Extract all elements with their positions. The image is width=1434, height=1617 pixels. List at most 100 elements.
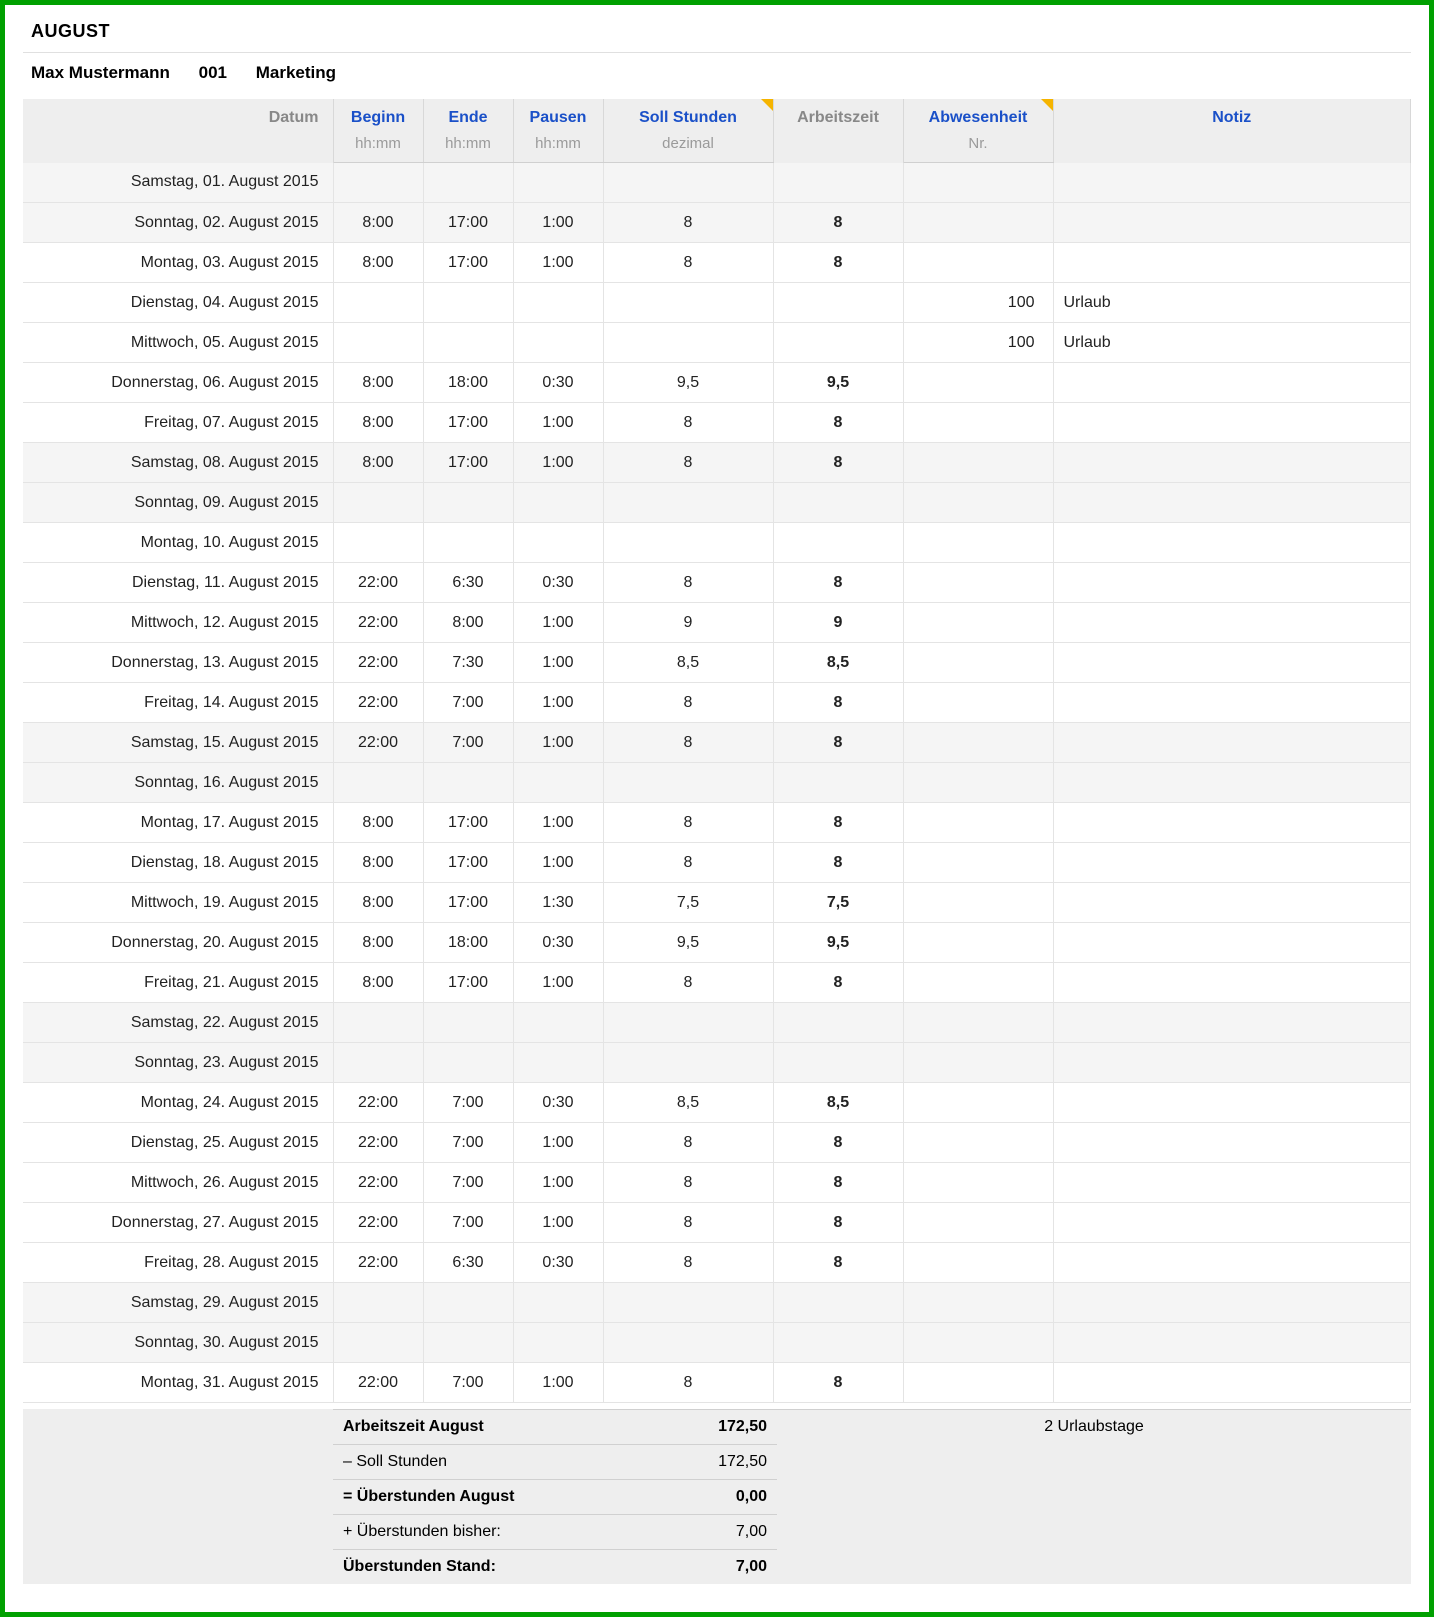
cell-arbeitszeit bbox=[773, 1003, 903, 1043]
cell-arbeitszeit: 9,5 bbox=[773, 923, 903, 963]
cell-date: Dienstag, 04. August 2015 bbox=[23, 283, 333, 323]
table-row: Mittwoch, 05. August 2015100Urlaub bbox=[23, 323, 1411, 363]
cell-arbeitszeit bbox=[773, 523, 903, 563]
th-datum: Datum bbox=[23, 99, 333, 163]
cell-ende bbox=[423, 1323, 513, 1363]
cell-soll: 9,5 bbox=[603, 363, 773, 403]
cell-abwesenheit bbox=[903, 1163, 1053, 1203]
cell-notiz bbox=[1053, 1003, 1411, 1043]
employee-dept: Marketing bbox=[256, 63, 336, 82]
triangle-icon bbox=[1041, 99, 1053, 111]
sum-arbeitszeit-value: 172,50 bbox=[677, 1418, 767, 1436]
month-title: AUGUST bbox=[31, 21, 1411, 42]
cell-soll bbox=[603, 323, 773, 363]
cell-pausen: 1:00 bbox=[513, 963, 603, 1003]
cell-date: Sonntag, 23. August 2015 bbox=[23, 1043, 333, 1083]
cell-beginn: 22:00 bbox=[333, 1203, 423, 1243]
cell-pausen: 1:30 bbox=[513, 883, 603, 923]
cell-abwesenheit bbox=[903, 923, 1053, 963]
cell-arbeitszeit: 8 bbox=[773, 403, 903, 443]
cell-beginn: 8:00 bbox=[333, 203, 423, 243]
cell-notiz bbox=[1053, 923, 1411, 963]
cell-abwesenheit bbox=[903, 883, 1053, 923]
table-row: Samstag, 01. August 2015 bbox=[23, 163, 1411, 203]
cell-soll: 8 bbox=[603, 1203, 773, 1243]
cell-beginn: 8:00 bbox=[333, 883, 423, 923]
cell-beginn: 8:00 bbox=[333, 243, 423, 283]
cell-pausen: 1:00 bbox=[513, 643, 603, 683]
cell-date: Montag, 31. August 2015 bbox=[23, 1363, 333, 1403]
cell-beginn: 8:00 bbox=[333, 403, 423, 443]
cell-beginn bbox=[333, 323, 423, 363]
table-row: Dienstag, 04. August 2015100Urlaub bbox=[23, 283, 1411, 323]
cell-abwesenheit bbox=[903, 843, 1053, 883]
cell-notiz bbox=[1053, 403, 1411, 443]
cell-beginn: 8:00 bbox=[333, 843, 423, 883]
cell-abwesenheit bbox=[903, 803, 1053, 843]
table-row: Montag, 31. August 201522:007:001:0088 bbox=[23, 1363, 1411, 1403]
cell-date: Dienstag, 25. August 2015 bbox=[23, 1123, 333, 1163]
cell-pausen bbox=[513, 1323, 603, 1363]
table-row: Mittwoch, 12. August 201522:008:001:0099 bbox=[23, 603, 1411, 643]
cell-pausen: 0:30 bbox=[513, 923, 603, 963]
cell-soll: 9 bbox=[603, 603, 773, 643]
summary-calc: Arbeitszeit August 172,50 – Soll Stunden… bbox=[333, 1409, 777, 1584]
cell-beginn bbox=[333, 1043, 423, 1083]
table-row: Freitag, 28. August 201522:006:300:3088 bbox=[23, 1243, 1411, 1283]
cell-notiz bbox=[1053, 483, 1411, 523]
sum-ueberstunden-bisher-value: 7,00 bbox=[677, 1523, 767, 1541]
cell-beginn: 22:00 bbox=[333, 643, 423, 683]
table-row: Mittwoch, 19. August 20158:0017:001:307,… bbox=[23, 883, 1411, 923]
cell-beginn: 22:00 bbox=[333, 723, 423, 763]
cell-pausen bbox=[513, 283, 603, 323]
cell-arbeitszeit: 8,5 bbox=[773, 643, 903, 683]
cell-date: Sonntag, 02. August 2015 bbox=[23, 203, 333, 243]
cell-soll: 8 bbox=[603, 203, 773, 243]
cell-arbeitszeit: 8 bbox=[773, 1123, 903, 1163]
cell-abwesenheit bbox=[903, 1203, 1053, 1243]
cell-notiz bbox=[1053, 1163, 1411, 1203]
cell-abwesenheit bbox=[903, 1243, 1053, 1283]
cell-arbeitszeit bbox=[773, 1283, 903, 1323]
cell-abwesenheit bbox=[903, 163, 1053, 203]
cell-notiz bbox=[1053, 883, 1411, 923]
cell-pausen: 1:00 bbox=[513, 723, 603, 763]
cell-soll bbox=[603, 283, 773, 323]
table-row: Sonntag, 30. August 2015 bbox=[23, 1323, 1411, 1363]
sum-ueberstunden-month-label: = Überstunden August bbox=[343, 1488, 677, 1506]
cell-arbeitszeit: 8 bbox=[773, 963, 903, 1003]
cell-pausen bbox=[513, 483, 603, 523]
cell-beginn: 8:00 bbox=[333, 363, 423, 403]
cell-ende: 7:00 bbox=[423, 683, 513, 723]
cell-notiz: Urlaub bbox=[1053, 283, 1411, 323]
cell-notiz bbox=[1053, 603, 1411, 643]
cell-notiz bbox=[1053, 643, 1411, 683]
cell-abwesenheit bbox=[903, 1123, 1053, 1163]
timesheet-frame: AUGUST Max Mustermann 001 Marketing Datu… bbox=[0, 0, 1434, 1617]
cell-ende: 17:00 bbox=[423, 203, 513, 243]
cell-pausen bbox=[513, 1043, 603, 1083]
cell-ende bbox=[423, 323, 513, 363]
cell-notiz bbox=[1053, 1363, 1411, 1403]
table-row: Montag, 03. August 20158:0017:001:0088 bbox=[23, 243, 1411, 283]
cell-arbeitszeit: 9 bbox=[773, 603, 903, 643]
timesheet-body: Samstag, 01. August 2015Sonntag, 02. Aug… bbox=[23, 163, 1411, 1403]
table-row: Mittwoch, 26. August 201522:007:001:0088 bbox=[23, 1163, 1411, 1203]
table-row: Samstag, 29. August 2015 bbox=[23, 1283, 1411, 1323]
cell-notiz bbox=[1053, 763, 1411, 803]
sum-arbeitszeit-label: Arbeitszeit August bbox=[343, 1418, 677, 1436]
sum-soll-value: 172,50 bbox=[677, 1453, 767, 1471]
cell-date: Mittwoch, 05. August 2015 bbox=[23, 323, 333, 363]
cell-beginn: 22:00 bbox=[333, 1363, 423, 1403]
summary-spacer bbox=[23, 1409, 333, 1584]
cell-beginn: 8:00 bbox=[333, 443, 423, 483]
sum-ueberstunden-stand-value: 7,00 bbox=[677, 1558, 767, 1576]
cell-notiz bbox=[1053, 1323, 1411, 1363]
cell-abwesenheit bbox=[903, 363, 1053, 403]
cell-ende: 7:30 bbox=[423, 643, 513, 683]
cell-arbeitszeit: 8 bbox=[773, 803, 903, 843]
cell-arbeitszeit: 8 bbox=[773, 1203, 903, 1243]
table-row: Sonntag, 23. August 2015 bbox=[23, 1043, 1411, 1083]
table-row: Montag, 24. August 201522:007:000:308,58… bbox=[23, 1083, 1411, 1123]
cell-date: Montag, 24. August 2015 bbox=[23, 1083, 333, 1123]
